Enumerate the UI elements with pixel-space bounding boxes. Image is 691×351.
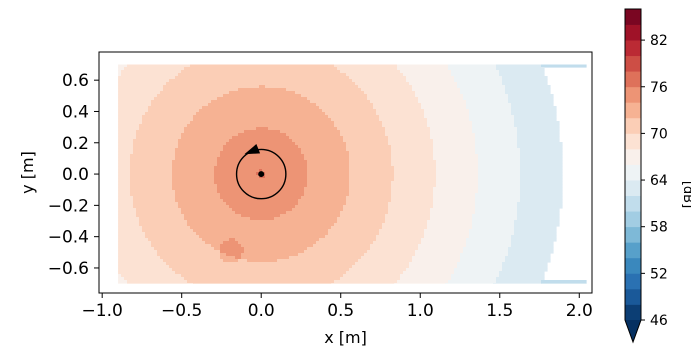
y-tick-label: 0.6	[62, 71, 89, 91]
colorbar-band	[625, 195, 641, 212]
colorbar-extend-low	[625, 320, 641, 342]
colorbar-band	[625, 9, 641, 25]
colorbar-tick-label: 64	[650, 173, 668, 189]
y-tick-label: −0.4	[48, 228, 89, 248]
rotation-circle	[235, 148, 287, 200]
y-tick-label: 0.4	[62, 102, 89, 122]
y-axis: 0.6 0.4 0.2 0.0 −0.2 −0.4 −0.6	[48, 71, 99, 279]
colorbar-band	[625, 288, 641, 305]
colorbar-band	[625, 102, 641, 119]
source-marker	[258, 171, 265, 178]
colorbar: 46 52 58 64 70 76 82	[624, 8, 668, 344]
colorbar-tick-label: 46	[650, 313, 668, 329]
colorbar-band	[625, 24, 641, 41]
annotation-layer	[235, 144, 287, 200]
colorbar-tick-label: 52	[650, 266, 668, 282]
colorbar-band	[625, 164, 641, 181]
y-tick-label: −0.2	[48, 196, 89, 216]
x-axis: −1.0 −0.5 0.0 0.5 1.0 1.5 2.0	[82, 293, 593, 321]
colorbar-band	[625, 40, 641, 57]
x-tick-label: 0.5	[327, 301, 354, 321]
colorbar-tick-label: 70	[650, 126, 668, 142]
colorbar-tick-label: 58	[650, 220, 668, 236]
x-tick-label: 1.0	[407, 301, 434, 321]
x-tick-label: 2.0	[566, 301, 593, 321]
rotation-arrowhead	[244, 144, 261, 155]
colorbar-band	[625, 257, 641, 274]
x-tick-label: 0.0	[248, 301, 275, 321]
colorbar-band	[625, 242, 641, 259]
colorbar-tick-label: 82	[650, 33, 668, 49]
colorbar-band	[625, 148, 641, 165]
x-axis-label: x [m]	[324, 328, 367, 347]
colorbar-band	[625, 86, 641, 103]
y-axis-label: y [m]	[18, 151, 37, 194]
colorbar-band	[625, 211, 641, 228]
y-tick-label: −0.6	[48, 259, 89, 279]
plot-frame	[98, 51, 593, 294]
colorbar-outline	[624, 8, 642, 344]
x-tick-label: 1.5	[486, 301, 513, 321]
colorbar-band	[625, 180, 641, 196]
y-tick-label: 0.2	[62, 134, 89, 154]
colorbar-band	[625, 117, 641, 134]
x-tick-label: −1.0	[82, 301, 123, 321]
colorbar-band	[625, 71, 641, 88]
colorbar-band	[625, 226, 641, 243]
colorbar-band	[625, 304, 641, 321]
colorbar-band	[625, 133, 641, 150]
colorbar-band	[625, 273, 641, 290]
colorbar-label: [dB]	[680, 181, 691, 208]
x-tick-label: −0.5	[161, 301, 202, 321]
contour-field	[118, 64, 587, 284]
y-tick-label: 0.0	[62, 165, 89, 185]
colorbar-band	[625, 55, 641, 72]
colorbar-tick-label: 76	[650, 80, 668, 96]
